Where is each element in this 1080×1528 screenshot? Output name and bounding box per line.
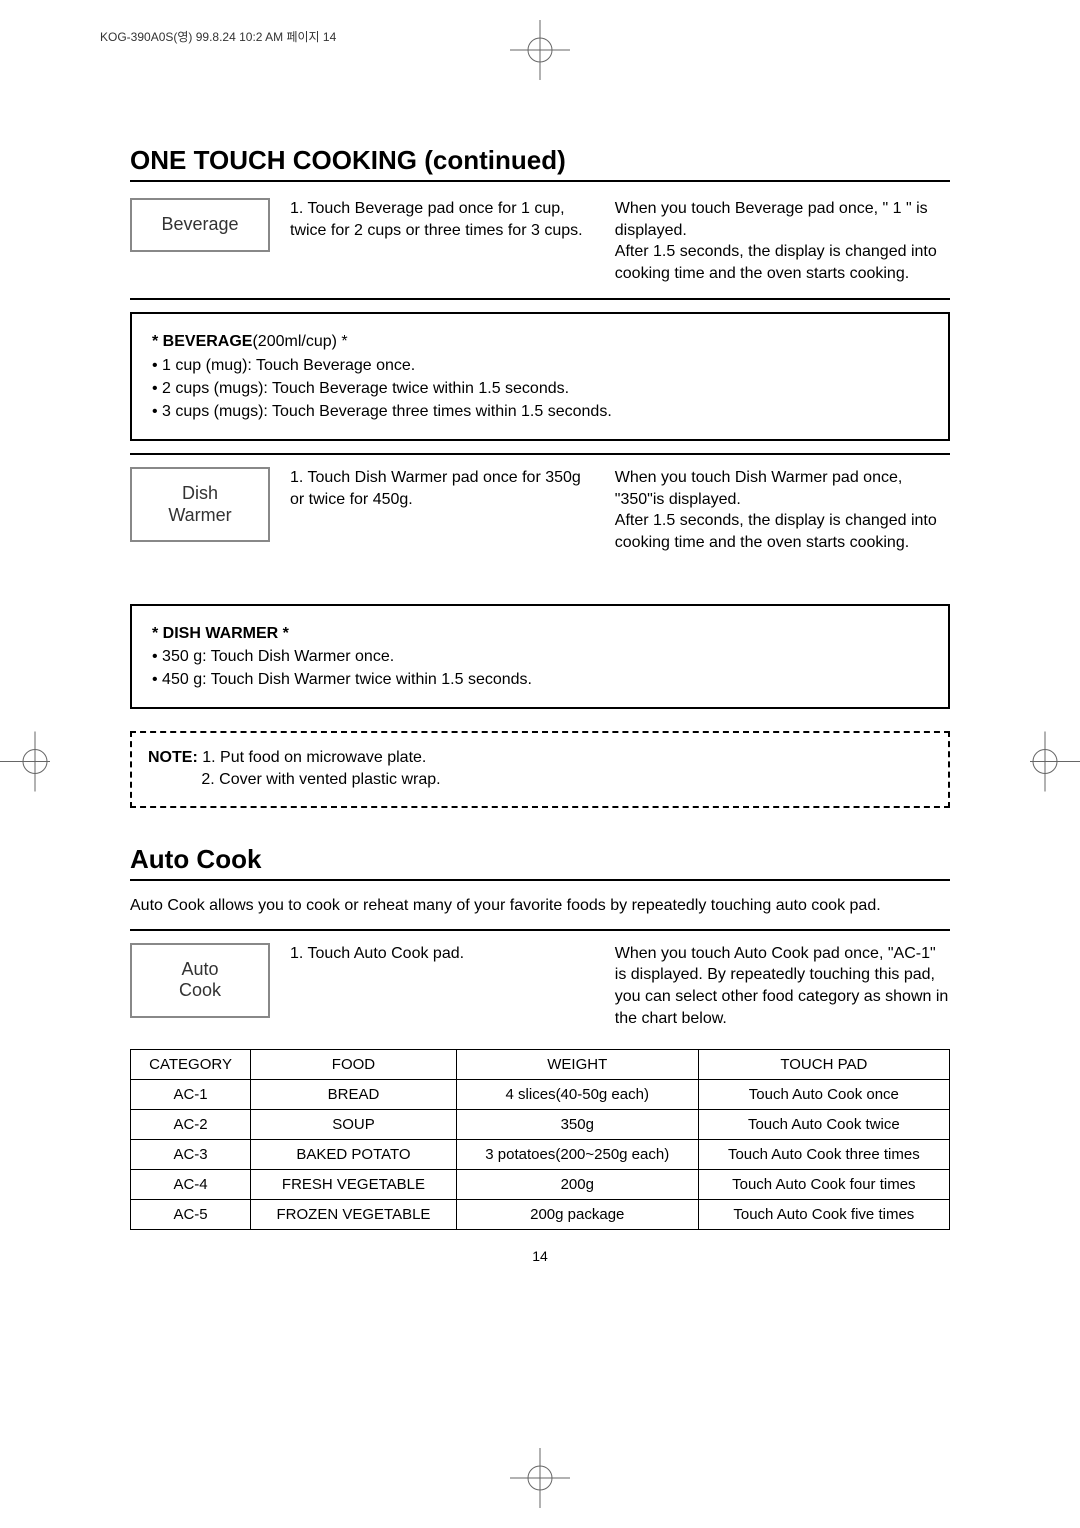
table-cell: 200g package xyxy=(456,1200,698,1230)
note-label: NOTE: xyxy=(148,749,198,766)
crop-mark-left xyxy=(0,732,50,797)
page-number: 14 xyxy=(130,1248,950,1264)
beverage-box-suffix: (200ml/cup) * xyxy=(252,333,347,350)
one-touch-cooking-title: ONE TOUCH COOKING (continued) xyxy=(130,145,950,182)
table-cell: Touch Auto Cook once xyxy=(698,1080,949,1110)
table-cell: FROZEN VEGETABLE xyxy=(251,1200,457,1230)
auto-cook-title: Auto Cook xyxy=(130,844,950,881)
table-cell: BREAD xyxy=(251,1080,457,1110)
beverage-row: Beverage 1. Touch Beverage pad once for … xyxy=(130,198,950,284)
dish-warmer-result: When you touch Dish Warmer pad once, "35… xyxy=(615,467,950,553)
beverage-box-title: * BEVERAGE xyxy=(152,333,252,350)
table-cell: Touch Auto Cook three times xyxy=(698,1140,949,1170)
table-cell: 200g xyxy=(456,1170,698,1200)
divider xyxy=(130,929,950,931)
beverage-box-line: • 1 cup (mug): Touch Beverage once. xyxy=(152,354,928,377)
table-cell: Touch Auto Cook four times xyxy=(698,1170,949,1200)
table-header: CATEGORY xyxy=(131,1050,251,1080)
table-cell: AC-4 xyxy=(131,1170,251,1200)
auto-cook-intro: Auto Cook allows you to cook or reheat m… xyxy=(130,897,950,915)
dish-warmer-row: Dish Warmer 1. Touch Dish Warmer pad onc… xyxy=(130,467,950,553)
table-header: FOOD xyxy=(251,1050,457,1080)
dish-warmer-pad: Dish Warmer xyxy=(130,467,270,542)
beverage-info-box: * BEVERAGE(200ml/cup) * • 1 cup (mug): T… xyxy=(130,312,950,441)
table-cell: 3 potatoes(200~250g each) xyxy=(456,1140,698,1170)
note-line: 2. Cover with vented plastic wrap. xyxy=(201,771,440,788)
table-header: WEIGHT xyxy=(456,1050,698,1080)
table-cell: AC-3 xyxy=(131,1140,251,1170)
note-line: 1. Put food on microwave plate. xyxy=(202,749,426,766)
beverage-box-line: • 2 cups (mugs): Touch Beverage twice wi… xyxy=(152,377,928,400)
crop-mark-right xyxy=(1030,732,1080,797)
auto-cook-row: Auto Cook 1. Touch Auto Cook pad. When y… xyxy=(130,943,950,1029)
table-cell: 4 slices(40-50g each) xyxy=(456,1080,698,1110)
table-header-row: CATEGORY FOOD WEIGHT TOUCH PAD xyxy=(131,1050,950,1080)
crop-mark-top xyxy=(510,20,570,80)
dish-warmer-info-box: * DISH WARMER * • 350 g: Touch Dish Warm… xyxy=(130,604,950,710)
beverage-pad: Beverage xyxy=(130,198,270,252)
table-row: AC-5FROZEN VEGETABLE200g packageTouch Au… xyxy=(131,1200,950,1230)
auto-cook-step: 1. Touch Auto Cook pad. xyxy=(290,943,595,965)
table-header: TOUCH PAD xyxy=(698,1050,949,1080)
table-cell: AC-1 xyxy=(131,1080,251,1110)
auto-cook-table: CATEGORY FOOD WEIGHT TOUCH PAD AC-1BREAD… xyxy=(130,1049,950,1230)
crop-mark-bottom xyxy=(510,1448,570,1508)
divider xyxy=(130,453,950,455)
table-row: AC-1BREAD4 slices(40-50g each)Touch Auto… xyxy=(131,1080,950,1110)
dish-warmer-box-line: • 450 g: Touch Dish Warmer twice within … xyxy=(152,668,928,691)
divider xyxy=(130,298,950,300)
note-box: NOTE: 1. Put food on microwave plate. NO… xyxy=(130,731,950,808)
dish-warmer-box-title: * DISH WARMER * xyxy=(152,622,928,645)
table-cell: BAKED POTATO xyxy=(251,1140,457,1170)
beverage-step: 1. Touch Beverage pad once for 1 cup, tw… xyxy=(290,198,595,241)
auto-cook-pad: Auto Cook xyxy=(130,943,270,1018)
beverage-box-line: • 3 cups (mugs): Touch Beverage three ti… xyxy=(152,400,928,423)
table-cell: AC-2 xyxy=(131,1110,251,1140)
dish-warmer-box-line: • 350 g: Touch Dish Warmer once. xyxy=(152,645,928,668)
beverage-result: When you touch Beverage pad once, " 1 " … xyxy=(615,198,950,284)
table-row: AC-2SOUP350gTouch Auto Cook twice xyxy=(131,1110,950,1140)
table-cell: AC-5 xyxy=(131,1200,251,1230)
table-cell: Touch Auto Cook twice xyxy=(698,1110,949,1140)
table-cell: 350g xyxy=(456,1110,698,1140)
table-row: AC-4FRESH VEGETABLE200gTouch Auto Cook f… xyxy=(131,1170,950,1200)
table-row: AC-3BAKED POTATO3 potatoes(200~250g each… xyxy=(131,1140,950,1170)
table-cell: FRESH VEGETABLE xyxy=(251,1170,457,1200)
auto-cook-result: When you touch Auto Cook pad once, "AC-1… xyxy=(615,943,950,1029)
table-cell: SOUP xyxy=(251,1110,457,1140)
table-cell: Touch Auto Cook five times xyxy=(698,1200,949,1230)
dish-warmer-step: 1. Touch Dish Warmer pad once for 350g o… xyxy=(290,467,595,510)
